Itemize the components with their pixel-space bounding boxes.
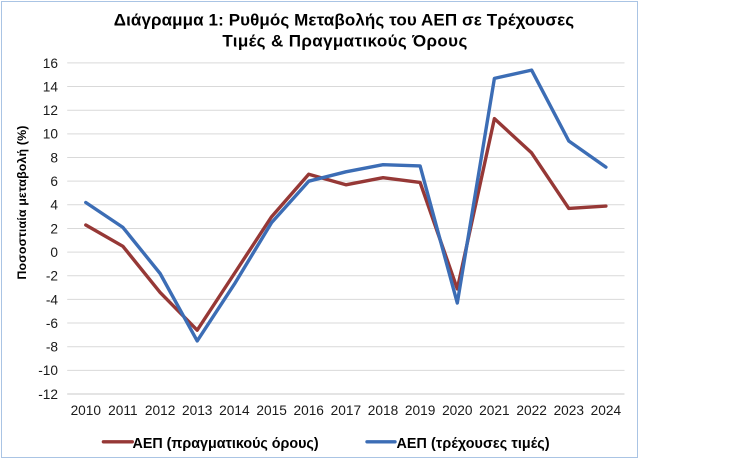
svg-text:-8: -8 [46, 340, 59, 355]
svg-text:2017: 2017 [331, 403, 361, 418]
svg-text:-10: -10 [38, 363, 58, 378]
svg-text:Ποσοστιαία μεταβολή (%): Ποσοστιαία μεταβολή (%) [15, 125, 29, 279]
svg-text:2: 2 [50, 221, 58, 236]
svg-text:Διάγραμμα 1: Ρυθμός Μεταβολής: Διάγραμμα 1: Ρυθμός Μεταβολής του ΑΕΠ σε… [114, 11, 574, 30]
svg-text:8: 8 [50, 150, 58, 165]
svg-text:ΑΕΠ (τρέχουσες τιμές): ΑΕΠ (τρέχουσες τιμές) [397, 436, 550, 452]
svg-text:0: 0 [50, 245, 58, 260]
svg-text:6: 6 [50, 174, 58, 189]
svg-text:2013: 2013 [182, 403, 213, 418]
svg-text:4: 4 [50, 198, 58, 213]
svg-text:12: 12 [43, 103, 58, 118]
svg-text:2020: 2020 [442, 403, 473, 418]
svg-text:ΑΕΠ (πραγματικούς όρους): ΑΕΠ (πραγματικούς όρους) [133, 436, 319, 452]
svg-text:2021: 2021 [479, 403, 509, 418]
svg-text:10: 10 [43, 127, 59, 142]
svg-text:2018: 2018 [368, 403, 399, 418]
svg-text:2012: 2012 [145, 403, 175, 418]
svg-text:2015: 2015 [256, 403, 287, 418]
svg-text:Τιμές & Πραγματικούς Όρους: Τιμές & Πραγματικούς Όρους [222, 32, 467, 51]
svg-text:2023: 2023 [554, 403, 585, 418]
svg-text:2016: 2016 [293, 403, 324, 418]
svg-text:2011: 2011 [108, 403, 137, 418]
svg-text:-12: -12 [38, 387, 58, 402]
svg-text:-2: -2 [46, 269, 58, 284]
svg-text:2022: 2022 [516, 403, 546, 418]
svg-text:2010: 2010 [71, 403, 102, 418]
svg-text:2024: 2024 [591, 403, 622, 418]
svg-text:2019: 2019 [405, 403, 435, 418]
svg-text:16: 16 [43, 56, 59, 71]
svg-text:-4: -4 [46, 292, 59, 307]
svg-text:2014: 2014 [219, 403, 250, 418]
svg-text:14: 14 [43, 79, 59, 94]
svg-text:-6: -6 [46, 316, 59, 331]
